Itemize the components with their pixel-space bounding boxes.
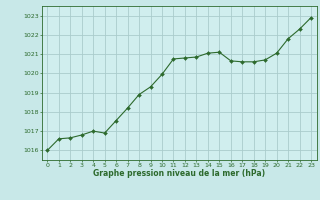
X-axis label: Graphe pression niveau de la mer (hPa): Graphe pression niveau de la mer (hPa) bbox=[93, 169, 265, 178]
